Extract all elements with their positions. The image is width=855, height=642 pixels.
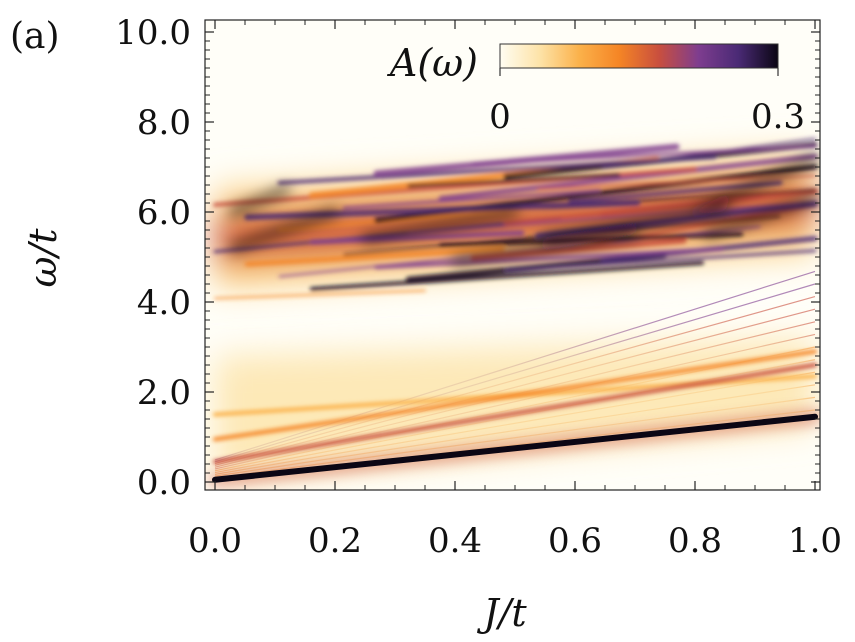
colorbar-gradient (499, 43, 779, 69)
y-tick-label: 6.0 (137, 193, 191, 233)
colorbar: A(ω) 0 0.3 (387, 41, 805, 137)
y-tick-label: 2.0 (137, 373, 191, 413)
continuum-streak (214, 289, 426, 300)
y-tick-label: 4.0 (137, 283, 191, 323)
continuum-streak (471, 144, 817, 166)
colorbar-min-label: 0 (489, 97, 511, 137)
y-axis-label: ω/t (21, 228, 65, 288)
plot-frame (204, 19, 821, 491)
continuum-streak (438, 153, 818, 201)
continuum-streak (309, 260, 704, 291)
upper-continuum-streaks (213, 137, 818, 300)
low-branch-1 (213, 363, 817, 464)
continuum-dark-cluster (691, 154, 819, 216)
upper-continuum-dark-clusters (229, 154, 819, 265)
y-tick-label: 8.0 (137, 103, 191, 143)
panel-label: (a) (10, 16, 60, 57)
continuum-streak (277, 155, 717, 185)
continuum-dark-cluster (229, 208, 339, 252)
x-tick-label: 0.6 (548, 521, 602, 561)
lowest-band (208, 409, 820, 487)
low-branch-1-line (213, 363, 817, 464)
continuum-streak (244, 199, 641, 221)
continuum-streak (504, 249, 817, 272)
continuum-streak (374, 247, 724, 270)
x-tick-label: 1.0 (788, 521, 842, 561)
continuum-streak (309, 230, 525, 245)
continuum-dark-cluster (703, 195, 819, 238)
lowest-band-line (212, 413, 818, 483)
continuum-streak (407, 173, 621, 188)
continuum-dark-cluster (451, 231, 639, 265)
continuum-streak (407, 202, 800, 234)
continuum-streak (244, 246, 505, 267)
x-tick-label: 0.0 (188, 521, 242, 561)
x-axis-label: J/t (476, 591, 527, 635)
continuum-streak (342, 189, 601, 210)
x-tick-label: 0.8 (668, 521, 722, 561)
low-branch-2 (213, 349, 817, 442)
low-branch-2-line (213, 349, 817, 442)
colorbar-label: A(ω) (387, 41, 478, 85)
continuum-dark-cluster (361, 208, 519, 243)
x-tick-label: 0.4 (428, 521, 482, 561)
axis-ticks (205, 20, 820, 490)
colorbar-max-label: 0.3 (751, 97, 805, 137)
continuum-dark-cluster (229, 186, 291, 216)
heatmap-layer (208, 137, 820, 487)
y-tick-label: 0.0 (137, 463, 191, 503)
y-tick-labels: 0.0 2.0 4.0 6.0 8.0 10.0 (115, 13, 191, 503)
y-tick-label: 10.0 (115, 13, 191, 53)
x-tick-label: 0.2 (308, 521, 362, 561)
x-tick-labels: 0.0 0.2 0.4 0.6 0.8 1.0 (188, 521, 842, 561)
